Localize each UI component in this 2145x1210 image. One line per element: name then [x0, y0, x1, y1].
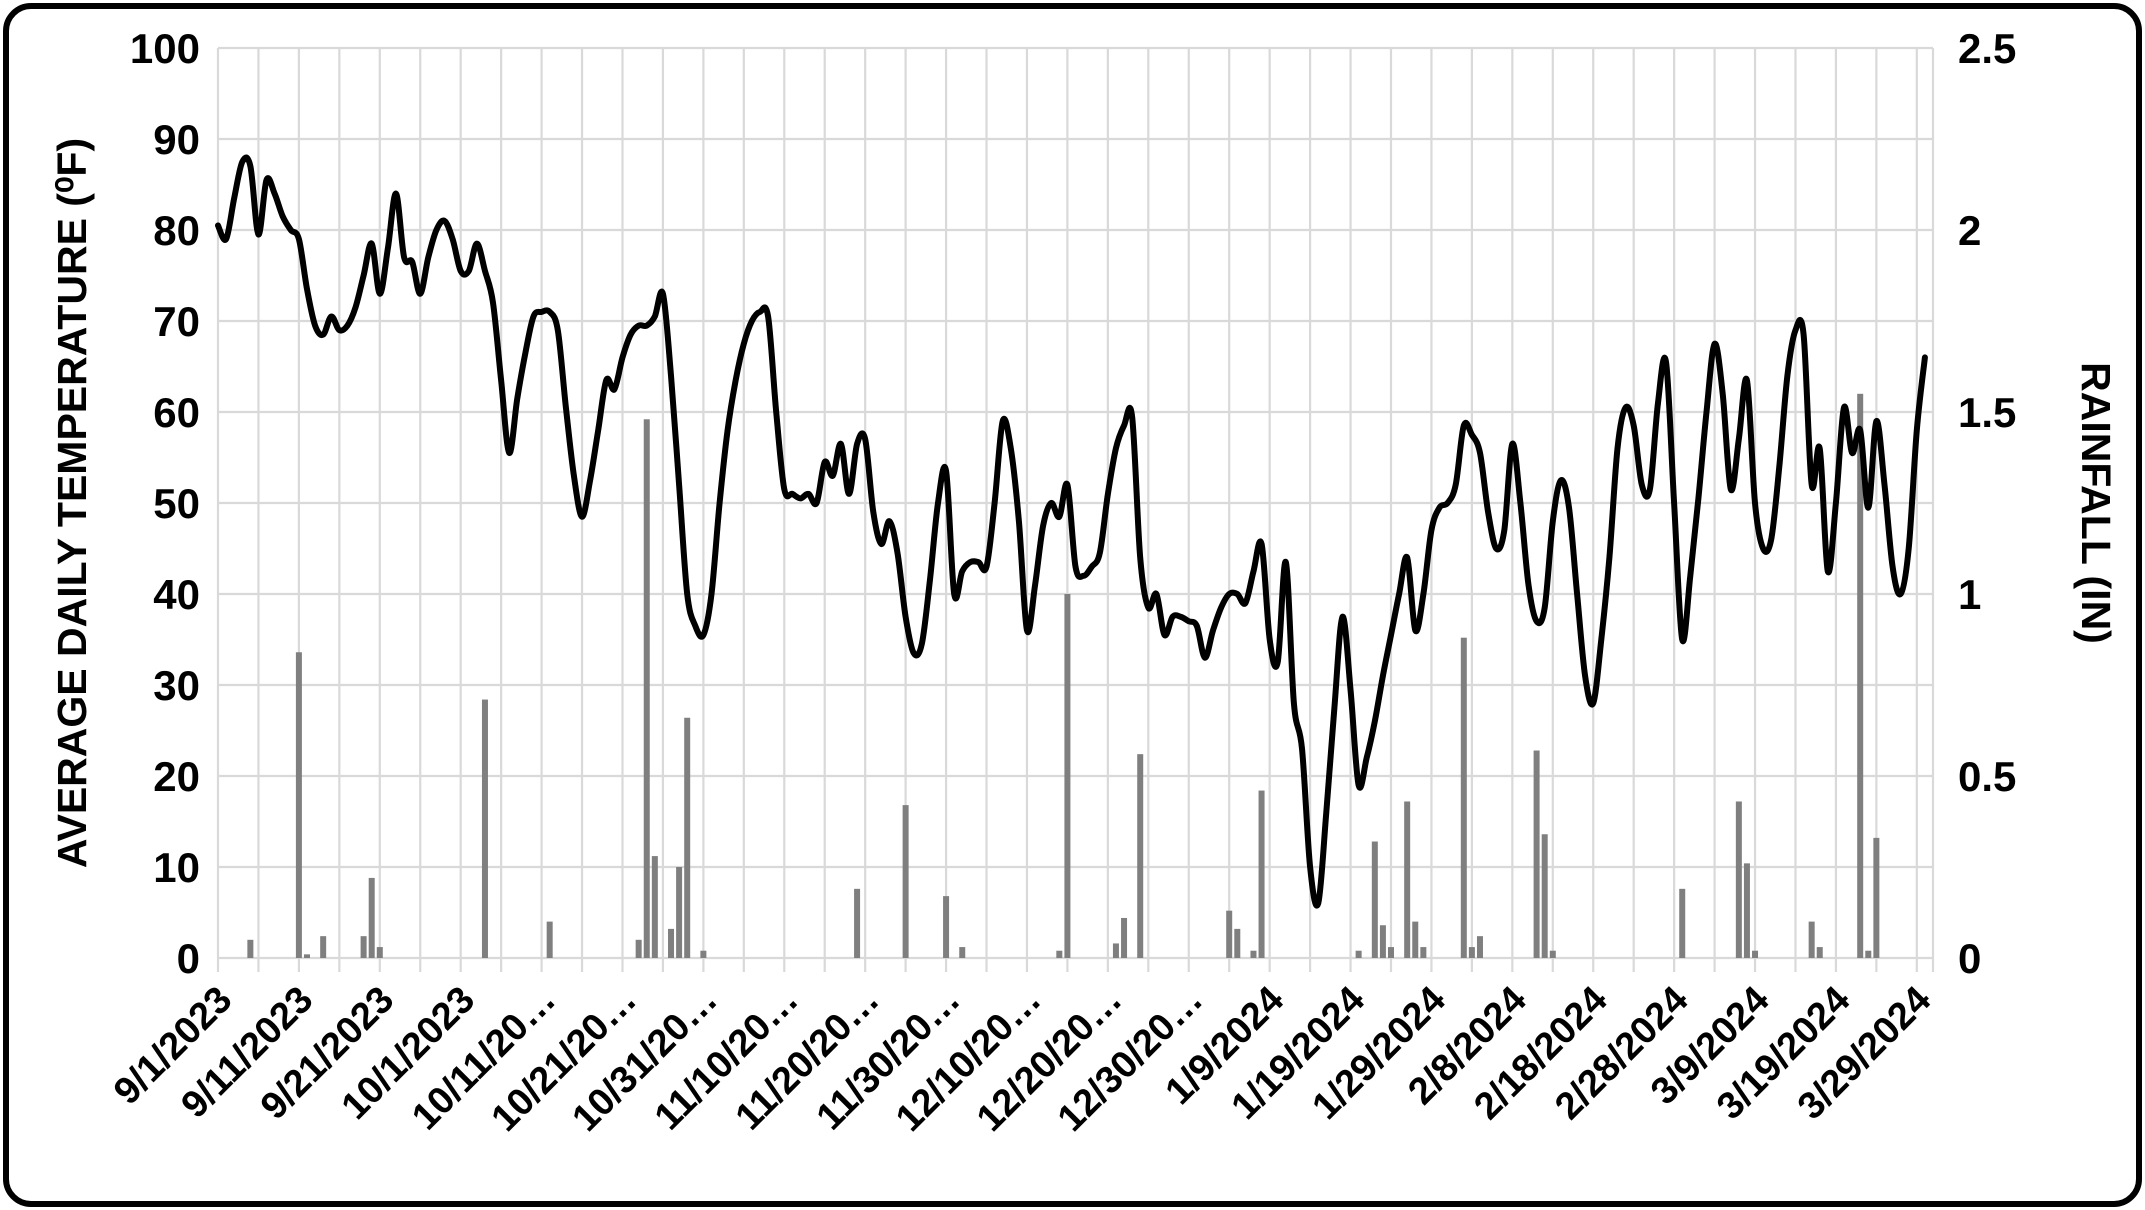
- rainfall-bar: [1387, 947, 1394, 958]
- rainfall-bar: [368, 877, 375, 958]
- right-axis-tick-label: 0.5: [1958, 753, 2016, 800]
- left-axis-tick-label: 60: [153, 389, 200, 436]
- rainfall-bar: [1468, 947, 1475, 958]
- rainfall-bar: [1137, 754, 1144, 958]
- rainfall-bar: [1743, 863, 1750, 958]
- rainfall-bar: [1679, 888, 1686, 958]
- right-axis-tick-label: 1: [1958, 571, 1981, 618]
- rainfall-bar: [854, 888, 861, 958]
- right-axis-tick-label: 2: [1958, 207, 1981, 254]
- right-axis-tick-labels: 0 0.5 1 1.5 2 2.5: [1958, 25, 2016, 982]
- rainfall-bar: [247, 939, 254, 958]
- left-axis-tick-label: 10: [153, 844, 200, 891]
- rainfall-bar: [684, 717, 691, 958]
- left-axis-tick-label: 20: [153, 753, 200, 800]
- rainfall-bar: [1112, 943, 1119, 958]
- left-axis-tick-label: 30: [153, 662, 200, 709]
- right-axis-tick-label: 2.5: [1958, 25, 2016, 72]
- left-axis-tick-label: 40: [153, 571, 200, 618]
- rainfall-bar: [1752, 950, 1759, 958]
- right-axis-tick-label: 1.5: [1958, 389, 2016, 436]
- rainfall-bar: [1857, 393, 1864, 958]
- rainfall-bar: [643, 419, 650, 958]
- rainfall-bar: [1808, 921, 1815, 958]
- left-axis-tick-label: 100: [130, 25, 200, 72]
- rainfall-bar: [651, 856, 658, 958]
- temperature-line: [215, 154, 1928, 909]
- x-axis-labels: 9/1/20239/11/20239/21/202310/1/202310/11…: [106, 979, 1939, 1140]
- rainfall-bar: [1226, 910, 1233, 958]
- rainfall-bar: [1735, 801, 1742, 958]
- rainfall-bar: [295, 652, 302, 958]
- rainfall-bar: [376, 947, 383, 958]
- rainfall-bar: [1234, 928, 1241, 958]
- left-axis-tick-label: 80: [153, 207, 200, 254]
- rainfall-bar: [1476, 936, 1483, 958]
- rainfall-bar: [959, 947, 966, 958]
- rainfall-bar: [1460, 637, 1467, 958]
- rainfall-bar: [1258, 790, 1265, 958]
- rainfall-bar: [1412, 921, 1419, 958]
- rainfall-bar: [1420, 947, 1427, 958]
- rainfall-bar: [1404, 801, 1411, 958]
- rainfall-bar: [1865, 950, 1872, 958]
- rainfall-bar: [1064, 594, 1071, 958]
- rainfall-bar: [1873, 837, 1880, 958]
- rainfall-bar: [1371, 841, 1378, 958]
- rainfall-bar: [668, 928, 675, 958]
- rainfall-bar: [481, 699, 488, 958]
- rainfall-bar: [1355, 950, 1362, 958]
- rainfall-bar: [320, 936, 327, 958]
- rainfall-bar: [546, 921, 553, 958]
- rainfall-bar: [1379, 925, 1386, 958]
- left-axis-tick-label: 50: [153, 480, 200, 527]
- rainfall-bar: [1056, 950, 1063, 958]
- left-axis-title: AVERAGE DAILY TEMPERATURE (⁰F): [49, 138, 95, 868]
- rainfall-bar: [635, 939, 642, 958]
- left-axis-tick-label: 90: [153, 116, 200, 163]
- right-axis-tick-label: 0: [1958, 935, 1981, 982]
- rainfall-bar: [303, 954, 310, 958]
- left-axis-tick-label: 0: [177, 935, 200, 982]
- rainfall-bar: [1549, 950, 1556, 958]
- rainfall-bar: [700, 950, 707, 958]
- rainfall-bar: [902, 805, 909, 958]
- rainfall-bar: [1121, 917, 1128, 958]
- rainfall-bar: [1250, 950, 1257, 958]
- rainfall-bar: [1816, 947, 1823, 958]
- rainfall-bar: [676, 867, 683, 958]
- rainfall-bar: [943, 896, 950, 958]
- rainfall-bar: [360, 936, 367, 958]
- left-axis-tick-labels: 0 10 20 30 40 50 60 70 80 90 100: [130, 25, 200, 982]
- right-axis-title: RAINFALL (IN): [2073, 362, 2119, 644]
- rainfall-bar: [1533, 750, 1540, 958]
- rainfall-bar: [1541, 834, 1548, 958]
- left-axis-tick-label: 70: [153, 298, 200, 345]
- rainfall-bars: [247, 393, 1880, 958]
